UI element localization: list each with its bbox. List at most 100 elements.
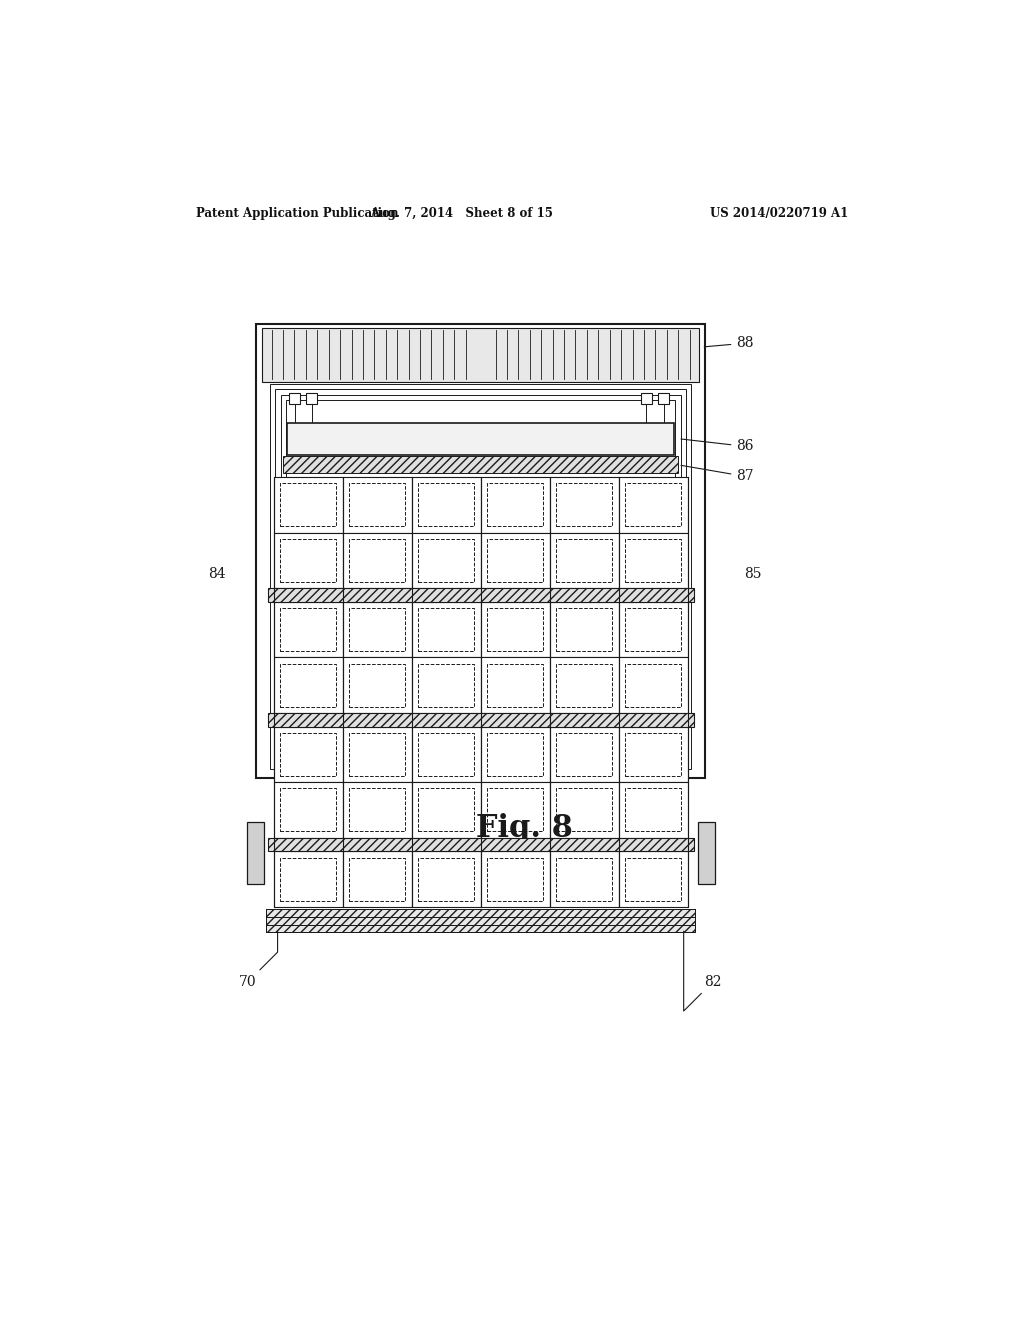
Bar <box>280 733 337 776</box>
Bar <box>550 478 618 533</box>
Bar <box>412 478 480 533</box>
Text: Patent Application Publication: Patent Application Publication <box>197 207 398 220</box>
Bar <box>273 851 343 907</box>
Bar <box>306 393 317 404</box>
Bar <box>550 781 618 838</box>
Bar <box>280 609 337 651</box>
Bar <box>343 602 412 657</box>
Bar <box>625 483 681 527</box>
Bar <box>273 727 343 781</box>
Bar <box>550 533 618 589</box>
Bar <box>418 858 474 900</box>
Bar <box>286 400 675 752</box>
Bar <box>618 727 687 781</box>
Bar <box>697 822 715 884</box>
Bar <box>486 609 544 651</box>
Bar <box>556 733 612 776</box>
Bar <box>486 483 544 527</box>
Bar <box>280 539 337 582</box>
Bar <box>486 733 544 776</box>
Text: 86: 86 <box>681 440 754 453</box>
Bar <box>556 539 612 582</box>
Bar <box>625 609 681 651</box>
Bar <box>412 533 480 589</box>
Bar <box>625 858 681 900</box>
Bar <box>247 822 263 884</box>
Bar <box>618 657 687 713</box>
Bar <box>486 858 544 900</box>
Bar <box>343 478 412 533</box>
Bar <box>556 609 612 651</box>
Bar <box>658 393 669 404</box>
Bar <box>280 858 337 900</box>
Bar <box>556 858 612 900</box>
Bar <box>418 609 474 651</box>
Bar <box>480 781 550 838</box>
Bar <box>625 539 681 582</box>
Bar <box>266 924 695 932</box>
Bar <box>418 788 474 832</box>
Bar <box>486 664 544 706</box>
Bar <box>266 909 695 917</box>
Bar <box>412 781 480 838</box>
Bar <box>550 727 618 781</box>
Bar <box>280 483 337 527</box>
Bar <box>270 384 691 770</box>
Bar <box>618 781 687 838</box>
Bar <box>618 851 687 907</box>
Bar <box>267 713 693 726</box>
Text: 88: 88 <box>705 337 754 350</box>
Bar <box>412 851 480 907</box>
Bar <box>266 917 695 924</box>
Bar <box>349 539 406 582</box>
Bar <box>480 602 550 657</box>
Bar <box>412 657 480 713</box>
Text: 83: 83 <box>471 432 490 446</box>
Bar <box>343 851 412 907</box>
Text: 87: 87 <box>681 466 754 483</box>
Bar <box>480 478 550 533</box>
Bar <box>273 657 343 713</box>
Bar <box>262 327 699 381</box>
Bar <box>556 483 612 527</box>
Bar <box>625 733 681 776</box>
Bar <box>618 478 687 533</box>
Bar <box>256 323 706 779</box>
Bar <box>273 478 343 533</box>
Bar <box>280 664 337 706</box>
Bar <box>273 781 343 838</box>
Bar <box>343 727 412 781</box>
Bar <box>480 533 550 589</box>
Bar <box>349 664 406 706</box>
Bar <box>412 727 480 781</box>
Bar <box>287 422 675 455</box>
Bar <box>349 788 406 832</box>
Bar <box>266 909 695 917</box>
Bar <box>486 788 544 832</box>
Bar <box>281 395 681 758</box>
Bar <box>556 788 612 832</box>
Bar <box>418 733 474 776</box>
Bar <box>418 539 474 582</box>
Bar <box>343 781 412 838</box>
Text: 84: 84 <box>208 566 226 581</box>
Bar <box>625 664 681 706</box>
Bar <box>480 657 550 713</box>
Bar <box>349 858 406 900</box>
Bar <box>343 533 412 589</box>
Bar <box>418 483 474 527</box>
Bar <box>412 602 480 657</box>
Bar <box>343 657 412 713</box>
Bar <box>275 389 686 763</box>
Bar <box>418 664 474 706</box>
Bar <box>641 393 652 404</box>
Bar <box>556 664 612 706</box>
Bar <box>480 727 550 781</box>
Text: Aug. 7, 2014   Sheet 8 of 15: Aug. 7, 2014 Sheet 8 of 15 <box>370 207 553 220</box>
Bar <box>273 602 343 657</box>
Bar <box>550 851 618 907</box>
Bar <box>486 539 544 582</box>
Bar <box>618 533 687 589</box>
Bar <box>283 457 678 474</box>
Bar <box>267 838 693 851</box>
